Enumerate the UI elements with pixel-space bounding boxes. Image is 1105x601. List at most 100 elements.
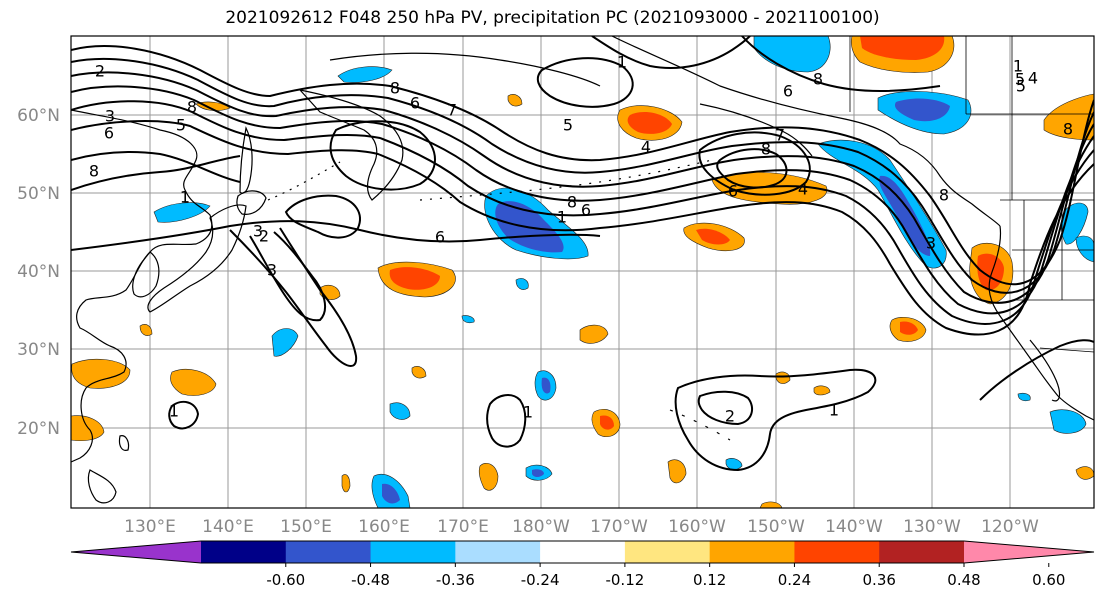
colorbar-tick-label: -0.12 <box>605 571 644 589</box>
precip-shading <box>71 36 1094 508</box>
colorbar-tick-label: 0.24 <box>778 571 811 589</box>
pv-contour-label: 8 <box>813 70 823 89</box>
precip-negative-area <box>1049 409 1087 434</box>
colorbar-segment <box>285 541 372 563</box>
precip-negative-core <box>532 469 544 477</box>
precip-negative-area <box>461 315 475 324</box>
precip-negative-area <box>1075 235 1094 263</box>
pv-contour-label: 3 <box>105 107 115 126</box>
philippines-coastline <box>87 469 117 504</box>
pv-contour-label: 5 <box>1015 70 1025 89</box>
mexico-border <box>1039 347 1094 353</box>
latitude-label: 30°N <box>17 340 60 360</box>
precip-positive-core <box>627 111 672 134</box>
colorbar: -0.60 -0.48 -0.36 -0.24 -0.12 0.12 0.24 0.36 0.4… <box>70 540 1095 589</box>
colorbar-segment <box>794 541 880 563</box>
pv-contour-label: 1 <box>829 401 839 420</box>
longitude-label: 170°E <box>437 517 489 537</box>
precip-negative-core <box>879 175 931 256</box>
precip-negative-area <box>515 278 529 290</box>
pv-contour <box>674 368 877 472</box>
pv-contour-label: 1 <box>617 53 627 72</box>
pv-contour-label: 8 <box>390 79 400 98</box>
colorbar-segment <box>624 541 711 563</box>
pv-contour-label: 8 <box>187 98 197 117</box>
colorbar-tick-label: 0.36 <box>863 571 896 589</box>
colorbar-segment <box>455 541 541 563</box>
taiwan-coastline <box>118 435 130 451</box>
longitude-label: 140°E <box>202 517 254 537</box>
pv-contour-label: 6 <box>104 124 114 143</box>
longitude-label: 150°W <box>747 517 805 537</box>
colorbar-segment <box>709 541 795 563</box>
map-frame <box>70 35 1095 509</box>
pv-contour-label: 6 <box>435 228 445 247</box>
colorbar-tick-label: 0.12 <box>693 571 726 589</box>
pv-contour-label: 8 <box>939 186 949 205</box>
pv-contour-label: 1 <box>180 188 190 207</box>
korea-coastline <box>132 251 160 298</box>
colorbar-extend-low <box>71 541 201 563</box>
pv-contour <box>716 148 788 189</box>
precip-negative-area <box>337 66 393 83</box>
pv-contour-label: 6 <box>728 182 738 201</box>
precip-positive-area <box>507 94 523 107</box>
longitude-label: 140°W <box>825 517 883 537</box>
pv-contour-label: 2 <box>95 62 105 81</box>
hawaii-islands <box>669 409 731 441</box>
colorbar-segment <box>201 541 287 563</box>
precip-negative-core <box>894 98 950 122</box>
precip-positive-core <box>389 267 440 290</box>
pv-contour-label: 3 <box>253 222 263 241</box>
longitude-label: 170°W <box>590 517 648 537</box>
precip-positive-area <box>579 324 609 344</box>
colorbar-tick-label: 0.60 <box>1032 571 1065 589</box>
precip-positive-area <box>71 358 131 389</box>
map-title: 2021092612 F048 250 hPa PV, precipitatio… <box>225 8 880 28</box>
pv-contour <box>71 100 1094 325</box>
pv-contour <box>697 390 754 426</box>
japan-coastline <box>147 204 247 313</box>
precip-positive-area <box>1043 93 1094 141</box>
pv-contour-label: 3 <box>267 261 277 280</box>
colorbar-segment <box>540 541 626 563</box>
pv-contour-label: 1 <box>523 403 533 422</box>
pv-contour <box>168 400 200 430</box>
pv-contour-label: 1 <box>1013 57 1023 76</box>
hokkaido-coastline <box>236 190 267 215</box>
colorbar-tick-label: -0.36 <box>436 571 475 589</box>
pv-contour <box>486 394 527 448</box>
precip-negative-area <box>153 202 211 223</box>
precip-positive-area <box>775 371 791 384</box>
colorbar-tick-label: -0.60 <box>266 571 305 589</box>
pv-contour <box>71 151 241 183</box>
pv-contour-label: 8 <box>1063 120 1073 139</box>
pv-contour <box>591 36 751 69</box>
pv-contour <box>71 155 241 191</box>
alaska-coastline <box>611 36 1001 227</box>
precip-positive-core <box>900 321 918 335</box>
pv-contour-label: 2 <box>259 227 269 246</box>
pv-contour <box>71 45 1094 286</box>
precip-positive-area <box>759 501 783 508</box>
pv-contour <box>741 36 941 92</box>
pv-contour <box>71 85 1094 315</box>
pv-contour-label: 2 <box>725 407 735 426</box>
precip-positive-area <box>195 101 231 111</box>
pv-contour <box>71 71 1094 304</box>
precip-positive-core <box>696 228 730 245</box>
pv-contour-label: 5 <box>563 116 573 135</box>
precip-negative-area <box>753 36 831 73</box>
pv-contour-label: 1 <box>169 402 179 421</box>
precip-negative-core <box>382 483 400 504</box>
longitude-label: 130°E <box>124 517 176 537</box>
colorbar-tick-label: -0.48 <box>351 571 390 589</box>
precip-positive-area <box>478 463 499 491</box>
precip-positive-area <box>139 324 153 336</box>
precip-positive-area <box>711 172 828 205</box>
pv-contour-label: 4 <box>641 138 651 157</box>
precip-positive-area <box>341 474 351 493</box>
